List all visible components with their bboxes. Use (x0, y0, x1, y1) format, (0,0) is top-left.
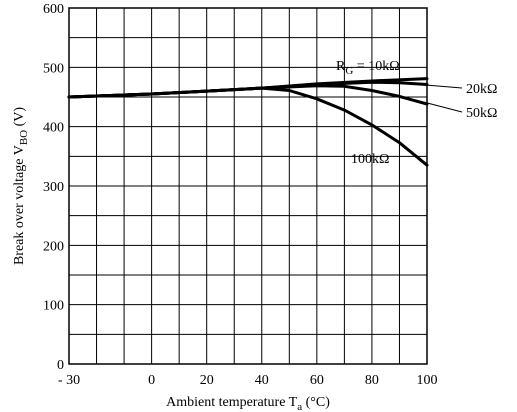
leader-lines (413, 83, 463, 113)
y-axis-title: Break over voltage VBO (V) (12, 107, 30, 265)
y-tick-label: 300 (43, 180, 64, 195)
series-label-100k: 100kΩ (351, 152, 389, 167)
leader-line (413, 83, 463, 89)
series-layer (67, 77, 429, 167)
x-tick-label: 80 (365, 373, 379, 388)
series-line-3 (67, 86, 429, 167)
x-tick-label: 40 (255, 373, 269, 388)
y-tick-label: 0 (57, 358, 64, 373)
x-tick-label: 100 (417, 373, 438, 388)
series-label-50k: 50kΩ (466, 106, 497, 121)
x-axis-title: Ambient temperature Ta (°C) (166, 395, 330, 412)
plot-frame (68, 7, 428, 365)
y-tick-label: 500 (43, 61, 64, 76)
x-tick-label: 0 (148, 373, 155, 388)
y-tick-label: 200 (43, 239, 64, 254)
grid (69, 8, 427, 364)
series-label-10k: RG = 10kΩ (336, 59, 400, 77)
x-tick-labels: - 30 0 20 40 60 80 100 (58, 373, 438, 388)
x-tick-label: - 30 (58, 373, 80, 388)
y-tick-labels: 0 100 200 300 400 500 600 (43, 2, 64, 373)
y-tick-label: 100 (43, 299, 64, 314)
series-label-20k: 20kΩ (466, 82, 497, 97)
y-tick-label: 600 (43, 2, 64, 17)
y-tick-label: 400 (43, 121, 64, 136)
x-tick-label: 20 (200, 373, 214, 388)
leader-line (413, 98, 463, 113)
x-tick-label: 60 (310, 373, 324, 388)
